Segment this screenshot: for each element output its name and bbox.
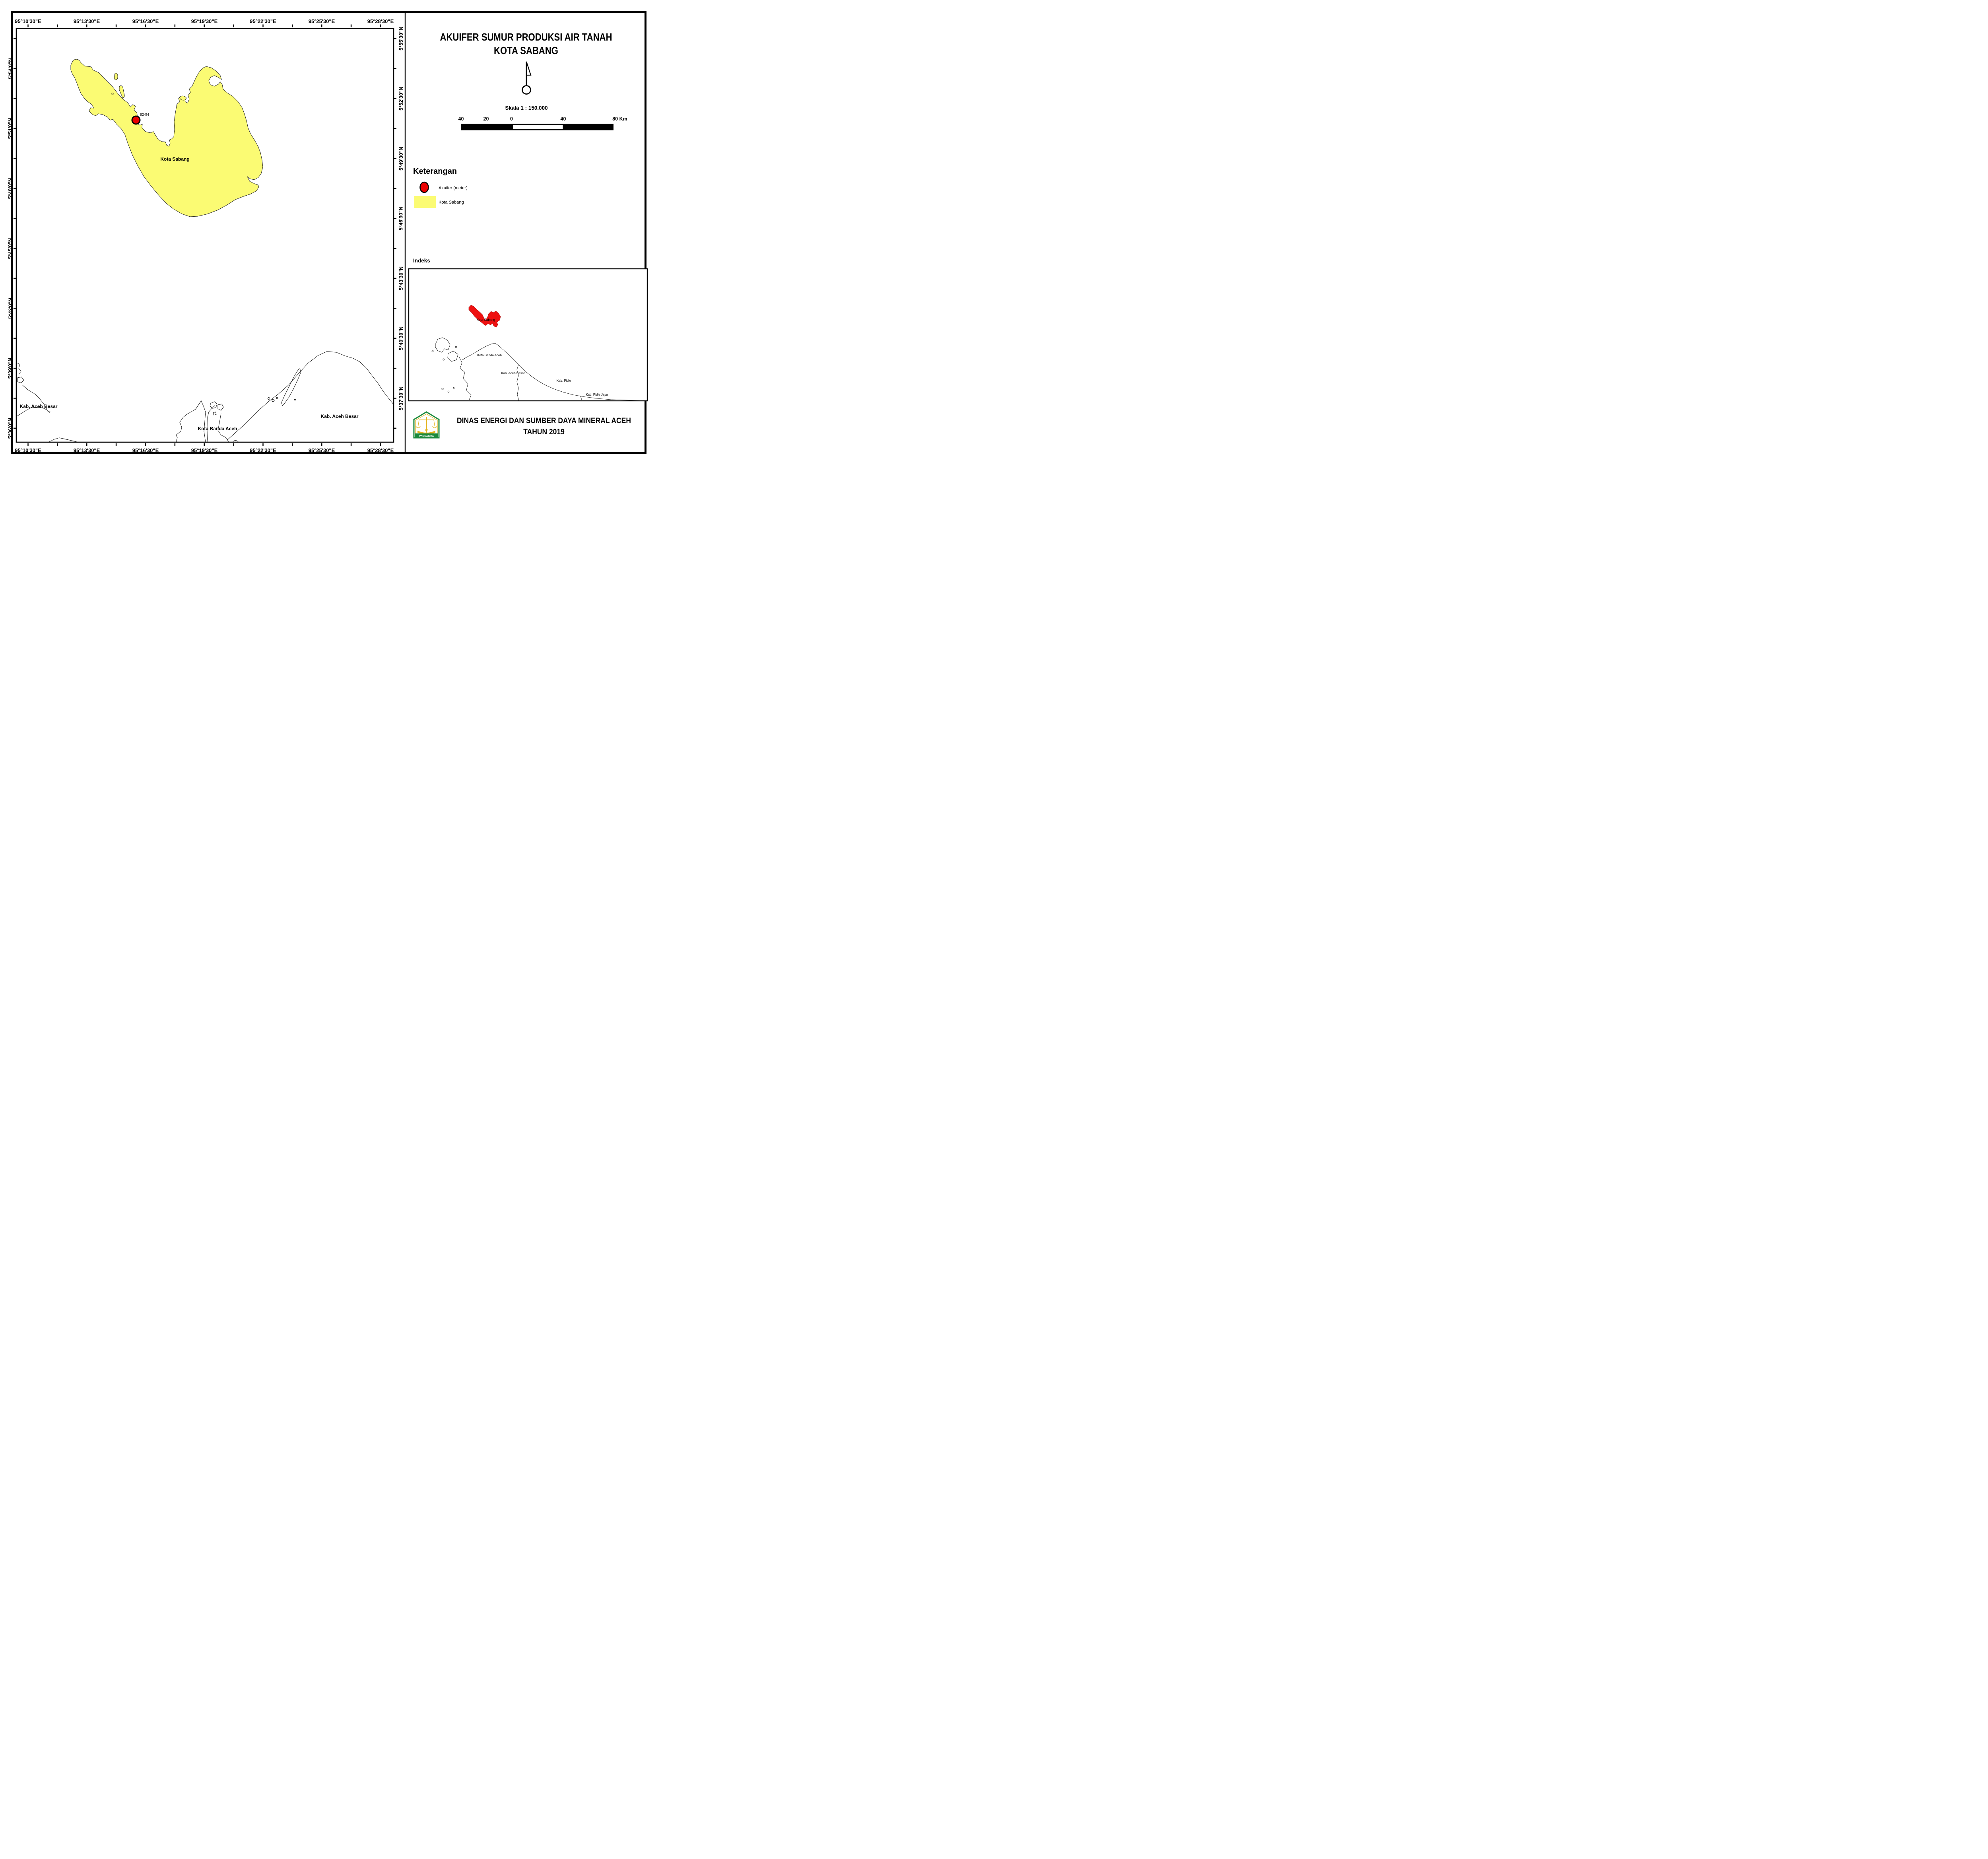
label-kab-aceh-besar-right: Kab. Aceh Besar bbox=[321, 414, 359, 419]
axis-right-2: 5°49'30"N bbox=[398, 147, 404, 171]
axis-top-0: 95°10'30"E bbox=[15, 18, 41, 24]
axis-labels-top: 95°10'30"E 95°13'30"E 95°16'30"E 95°19'3… bbox=[15, 18, 394, 24]
axis-left-6: 5°36'0"N bbox=[7, 418, 13, 439]
scale-bar: 40 20 0 40 80 Km bbox=[458, 116, 627, 130]
axis-top-5: 95°25'30"E bbox=[309, 18, 335, 24]
axis-bottom-4: 95°22'30"E bbox=[250, 447, 276, 453]
scale-text: Skala 1 : 150.000 bbox=[505, 105, 547, 111]
axis-bottom-3: 95°19'30"E bbox=[191, 447, 218, 453]
axis-labels-bottom: 95°10'30"E 95°13'30"E 95°16'30"E 95°19'3… bbox=[15, 447, 394, 453]
axis-right-5: 5°40'30"N bbox=[398, 326, 404, 350]
axis-right-6: 5°37'30"N bbox=[398, 387, 404, 410]
axis-left-4: 5°42'0"N bbox=[8, 298, 14, 319]
info-panel: AKUIFER SUMUR PRODUKSI AIR TANAH KOTA SA… bbox=[408, 31, 648, 439]
map-title-line1-wrap: AKUIFER SUMUR PRODUKSI AIR TANAH bbox=[440, 31, 612, 43]
axis-left-0: 5°54'0"N bbox=[8, 58, 14, 79]
legend-kota-sabang-symbol bbox=[414, 196, 436, 208]
index-label-kota-banda-aceh: Kota Banda Aceh bbox=[477, 354, 502, 357]
label-kab-aceh-besar-left: Kab. Aceh Besar bbox=[20, 404, 58, 409]
axis-bottom-6: 95°28'30"E bbox=[367, 447, 394, 453]
index-label-kota-sabang: Kota Sabang bbox=[477, 318, 495, 322]
aquifer-point-marker bbox=[131, 115, 141, 125]
index-label-kab-aceh-besar: Kab. Aceh Besar bbox=[501, 371, 525, 375]
map-title-line2: KOTA SABANG bbox=[494, 45, 558, 56]
axis-top-2: 95°16'30"E bbox=[132, 18, 159, 24]
label-kota-banda-aceh: Kota Banda Aceh bbox=[198, 426, 237, 431]
scale-tick-40l: 40 bbox=[458, 116, 464, 122]
legend: Keterangan Akuifer (meter) Kota Sabang bbox=[413, 167, 468, 208]
legend-aquifer-symbol bbox=[419, 181, 429, 193]
logo-scales-icon bbox=[415, 417, 437, 431]
island-kota-sabang bbox=[70, 59, 263, 217]
aquifer-point-label: 82-94 bbox=[140, 113, 149, 117]
axis-labels-right: 5°55'30"N 5°52'30"N 5°49'30"N 5°46'30"N … bbox=[398, 27, 404, 410]
axis-bottom-1: 95°13'30"E bbox=[74, 447, 100, 453]
axis-bottom-5: 95°25'30"E bbox=[309, 447, 335, 453]
axis-left-2: 5°48'0"N bbox=[7, 178, 13, 199]
index-coastlines bbox=[431, 337, 647, 401]
scale-tick-40r: 40 bbox=[561, 116, 566, 122]
legend-heading: Keterangan bbox=[413, 167, 457, 176]
axis-top-6: 95°28'30"E bbox=[367, 18, 394, 24]
scale-tick-0: 0 bbox=[510, 116, 513, 122]
axis-top-3: 95°19'30"E bbox=[191, 18, 218, 24]
axis-right-4: 5°43'30"N bbox=[398, 266, 404, 290]
axis-right-1: 5°52'30"N bbox=[398, 87, 404, 111]
map-canvas: 82-94 Kota Sabang Kab. Aceh Besar Kota B… bbox=[7, 11, 648, 454]
islets bbox=[111, 73, 186, 101]
axis-left-3: 5°45'0"N bbox=[7, 238, 13, 259]
page-border bbox=[11, 11, 646, 454]
legend-kota-sabang-label: Kota Sabang bbox=[439, 200, 464, 205]
logo-banner bbox=[415, 433, 438, 438]
coastline-krueng-raya bbox=[227, 351, 394, 440]
index-map-heading: Indeks bbox=[413, 258, 430, 264]
logo-dagger-icon bbox=[425, 429, 428, 433]
legend-aquifer-label: Akuifer (meter) bbox=[439, 186, 468, 190]
axis-bottom-2: 95°16'30"E bbox=[132, 447, 159, 453]
index-label-kab-pidie: Kab. Pidie bbox=[557, 379, 571, 383]
axis-top-4: 95°22'30"E bbox=[250, 18, 276, 24]
footer-year: TAHUN 2019 bbox=[523, 427, 565, 436]
axis-top-1: 95°13'30"E bbox=[74, 18, 100, 24]
north-arrow-icon bbox=[522, 61, 532, 95]
axis-left-1: 5°51'0"N bbox=[7, 118, 13, 139]
footer-agency-name: DINAS ENERGI DAN SUMBER DAYA MINERAL ACE… bbox=[457, 416, 631, 425]
axis-bottom-0: 95°10'30"E bbox=[15, 447, 41, 453]
logo-banner-text: PANCACITA bbox=[419, 435, 434, 438]
agency-logo: PANCACITA bbox=[413, 411, 440, 439]
map-title-line2-wrap: KOTA SABANG bbox=[494, 45, 558, 56]
footer-line1-wrap: DINAS ENERGI DAN SUMBER DAYA MINERAL ACE… bbox=[457, 416, 631, 425]
axis-right-0: 5°55'30"N bbox=[398, 27, 404, 51]
scale-tick-80km: 80 Km bbox=[612, 116, 627, 122]
footer-line2-wrap: TAHUN 2019 bbox=[523, 427, 565, 436]
axis-left-5: 5°39'0"N bbox=[7, 358, 13, 379]
coastline-aceh-besar-west bbox=[16, 362, 78, 443]
index-map-frame bbox=[408, 268, 648, 402]
index-label-kab-pidie-jaya: Kab. Pidie Jaya bbox=[586, 393, 608, 396]
scale-tick-20: 20 bbox=[483, 116, 489, 122]
index-map: Kota Sabang Kota Banda Aceh Kab. Aceh Be… bbox=[408, 268, 648, 402]
main-map: 82-94 Kota Sabang Kab. Aceh Besar Kota B… bbox=[7, 18, 404, 453]
map-layout-page: 82-94 Kota Sabang Kab. Aceh Besar Kota B… bbox=[0, 0, 657, 465]
index-island-kota-sabang bbox=[468, 305, 501, 328]
label-kota-sabang: Kota Sabang bbox=[160, 156, 189, 162]
axis-labels-left: 5°54'0"N 5°51'0"N 5°48'0"N 5°45'0"N 5°42… bbox=[7, 58, 14, 439]
map-title-line1: AKUIFER SUMUR PRODUKSI AIR TANAH bbox=[440, 31, 612, 43]
axis-right-3: 5°46'30"N bbox=[398, 207, 404, 231]
